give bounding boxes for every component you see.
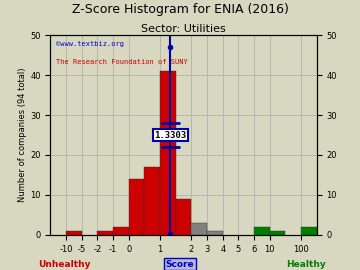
Bar: [160, 71, 176, 235]
Bar: [144, 167, 160, 235]
Y-axis label: Number of companies (94 total): Number of companies (94 total): [18, 68, 27, 202]
Bar: [66, 231, 82, 235]
Bar: [192, 223, 207, 235]
Bar: [176, 199, 192, 235]
Text: 1.3303: 1.3303: [154, 130, 186, 140]
Bar: [270, 231, 285, 235]
Text: Score: Score: [166, 260, 194, 269]
Bar: [207, 231, 223, 235]
Bar: [98, 231, 113, 235]
Text: The Research Foundation of SUNY: The Research Foundation of SUNY: [56, 59, 188, 65]
Bar: [129, 179, 144, 235]
Bar: [301, 227, 317, 235]
Text: Unhealthy: Unhealthy: [39, 260, 91, 269]
Text: ©www.textbiz.org: ©www.textbiz.org: [56, 41, 124, 47]
Title: Sector: Utilities: Sector: Utilities: [141, 24, 226, 34]
Bar: [113, 227, 129, 235]
Text: Z-Score Histogram for ENIA (2016): Z-Score Histogram for ENIA (2016): [72, 3, 288, 16]
Text: Healthy: Healthy: [286, 260, 326, 269]
Bar: [254, 227, 270, 235]
